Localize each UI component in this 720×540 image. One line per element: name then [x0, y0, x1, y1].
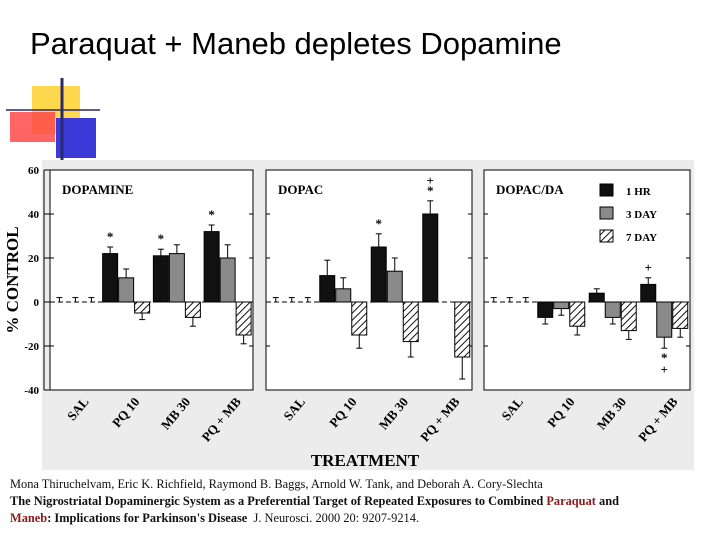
citation: Mona Thiruchelvam, Eric K. Richfield, Ra… [10, 476, 715, 527]
red-square [10, 112, 55, 142]
bar [351, 301, 368, 336]
panel-title: DOPAMINE [62, 182, 133, 197]
significance-mark: + [645, 260, 652, 275]
citation-journal: J. Neurosci. 2000 20: 9207-9214. [253, 511, 420, 525]
legend-label: 7 DAY [626, 232, 657, 244]
bar [168, 253, 185, 303]
significance-mark: * [661, 350, 668, 365]
bar [672, 301, 689, 329]
bar [569, 301, 586, 327]
y-axis-label: % CONTROL [3, 226, 22, 333]
citation-authors: Mona Thiruchelvam, Eric K. Richfield, Ra… [10, 477, 543, 491]
citation-and: and [599, 494, 619, 508]
legend-label: 1 HR [626, 186, 652, 198]
y-tick-label: -40 [24, 385, 39, 397]
bar [319, 275, 336, 303]
panel-title: DOPAC [278, 182, 323, 197]
y-tick-label: 0 [34, 297, 40, 309]
bar [134, 301, 151, 314]
decorative-squares [6, 78, 100, 160]
bar [553, 301, 570, 310]
bar [402, 301, 419, 343]
y-tick-label: 40 [28, 209, 40, 221]
citation-title-part2: : Implications for Parkinson's Disease [47, 511, 248, 525]
bar [640, 283, 657, 303]
x-axis-label: TREATMENT [311, 451, 420, 470]
bar [335, 288, 352, 303]
bar [604, 301, 621, 318]
bar [620, 301, 637, 332]
panel-frame [265, 169, 473, 391]
bar [588, 292, 605, 303]
significance-mark: + [661, 362, 668, 377]
legend-swatch [599, 206, 614, 220]
bar [656, 301, 673, 338]
bar [203, 231, 220, 303]
bar [152, 255, 169, 303]
citation-maneb: Maneb [10, 511, 48, 525]
significance-mark: * [107, 229, 114, 244]
bar [422, 213, 439, 303]
y-tick-label: 20 [28, 253, 40, 265]
bar [370, 246, 387, 303]
significance-mark: * [158, 231, 165, 246]
legend-swatch [599, 229, 614, 243]
citation-paraquat: Paraquat [546, 494, 596, 508]
bar [454, 301, 471, 358]
legend-swatch [599, 183, 614, 197]
bar [537, 301, 554, 318]
bar [118, 277, 135, 303]
bar [219, 257, 236, 303]
bar [235, 301, 252, 336]
significance-mark: * [208, 207, 215, 222]
bar [184, 301, 201, 318]
panel-frame [483, 169, 691, 391]
significance-mark: * [427, 183, 434, 198]
significance-mark: * [376, 216, 383, 231]
panel-title: DOPAC/DA [496, 182, 564, 197]
y-tick-label: 60 [28, 165, 40, 177]
legend-label: 3 DAY [626, 209, 657, 221]
bar [386, 270, 403, 303]
slide-title: Paraquat + Maneb depletes Dopamine [30, 26, 562, 61]
y-tick-label: -20 [24, 341, 39, 353]
bar [102, 253, 119, 303]
citation-title-part1: The Nigrostriatal Dopaminergic System as… [10, 494, 544, 508]
significance-mark: + [427, 173, 434, 188]
